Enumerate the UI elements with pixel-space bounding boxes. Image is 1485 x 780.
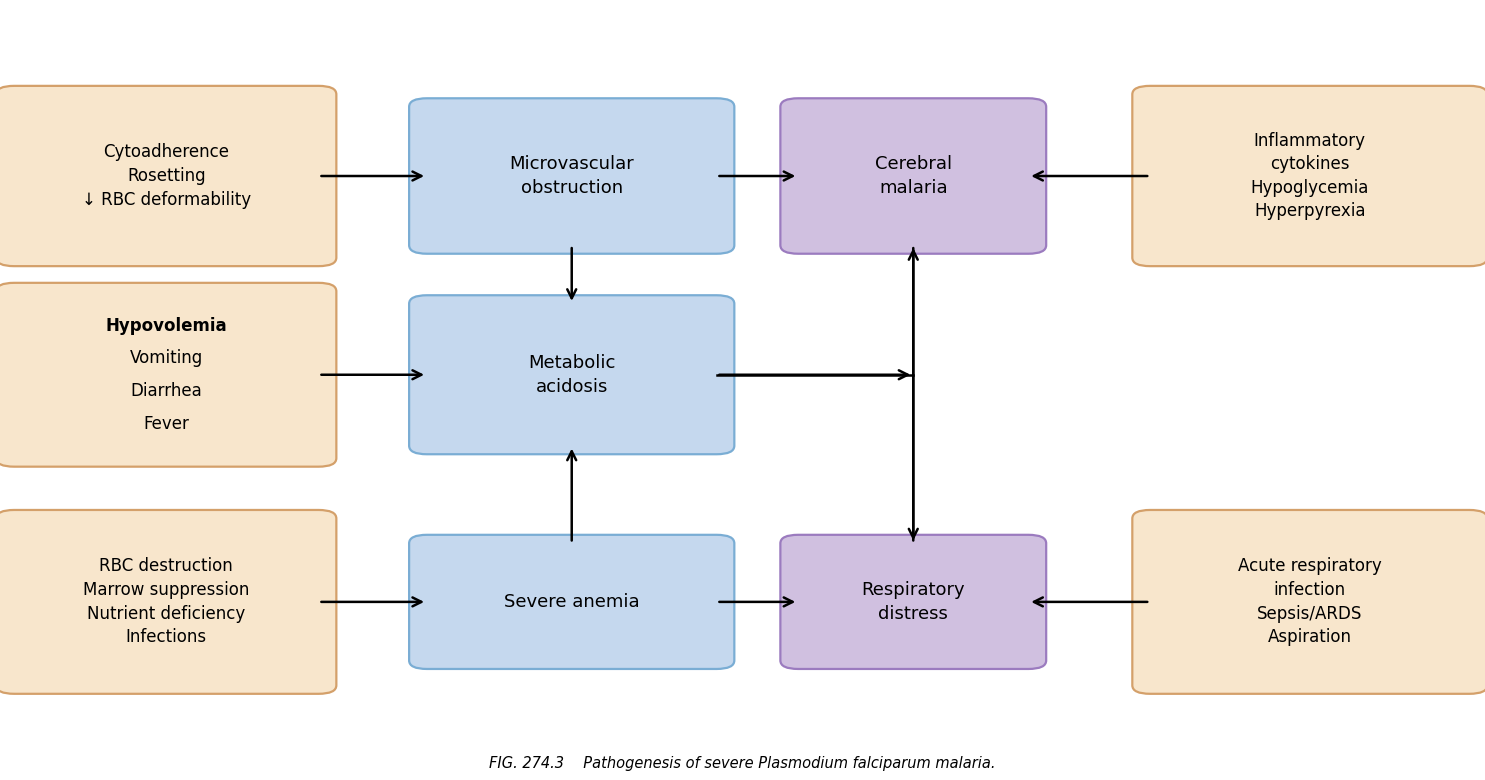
Text: FIG. 274.3  Pathogenesis of severe Plasmodium falciparum malaria.: FIG. 274.3 Pathogenesis of severe Plasmo… [489, 756, 996, 771]
Text: Hypovolemia: Hypovolemia [105, 317, 227, 335]
FancyBboxPatch shape [0, 510, 336, 693]
Text: RBC destruction
Marrow suppression
Nutrient deficiency
Infections: RBC destruction Marrow suppression Nutri… [83, 558, 249, 647]
Text: Microvascular
obstruction: Microvascular obstruction [509, 155, 634, 197]
Text: Respiratory
distress: Respiratory distress [861, 581, 965, 622]
FancyBboxPatch shape [408, 98, 734, 254]
Text: Metabolic
acidosis: Metabolic acidosis [529, 354, 615, 395]
Text: Cerebral
malaria: Cerebral malaria [875, 155, 952, 197]
Text: Severe anemia: Severe anemia [503, 593, 640, 611]
Text: Fever: Fever [144, 414, 189, 433]
FancyBboxPatch shape [1133, 510, 1485, 693]
FancyBboxPatch shape [408, 535, 734, 669]
Text: Vomiting: Vomiting [129, 349, 203, 367]
FancyBboxPatch shape [0, 86, 336, 266]
Text: Diarrhea: Diarrhea [131, 382, 202, 400]
FancyBboxPatch shape [1133, 86, 1485, 266]
FancyBboxPatch shape [0, 283, 336, 466]
Text: Cytoadherence
Rosetting
↓ RBC deformability: Cytoadherence Rosetting ↓ RBC deformabil… [82, 144, 251, 208]
Text: Acute respiratory
infection
Sepsis/ARDS
Aspiration: Acute respiratory infection Sepsis/ARDS … [1238, 558, 1381, 647]
FancyBboxPatch shape [781, 98, 1045, 254]
FancyBboxPatch shape [408, 296, 734, 454]
FancyBboxPatch shape [781, 535, 1045, 669]
Text: Inflammatory
cytokines
Hypoglycemia
Hyperpyrexia: Inflammatory cytokines Hypoglycemia Hype… [1250, 132, 1369, 221]
